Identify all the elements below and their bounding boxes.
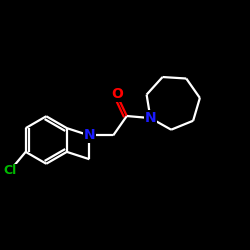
- Text: O: O: [111, 88, 123, 102]
- Text: N: N: [145, 111, 156, 125]
- Text: Cl: Cl: [3, 164, 16, 177]
- Text: N: N: [84, 128, 95, 142]
